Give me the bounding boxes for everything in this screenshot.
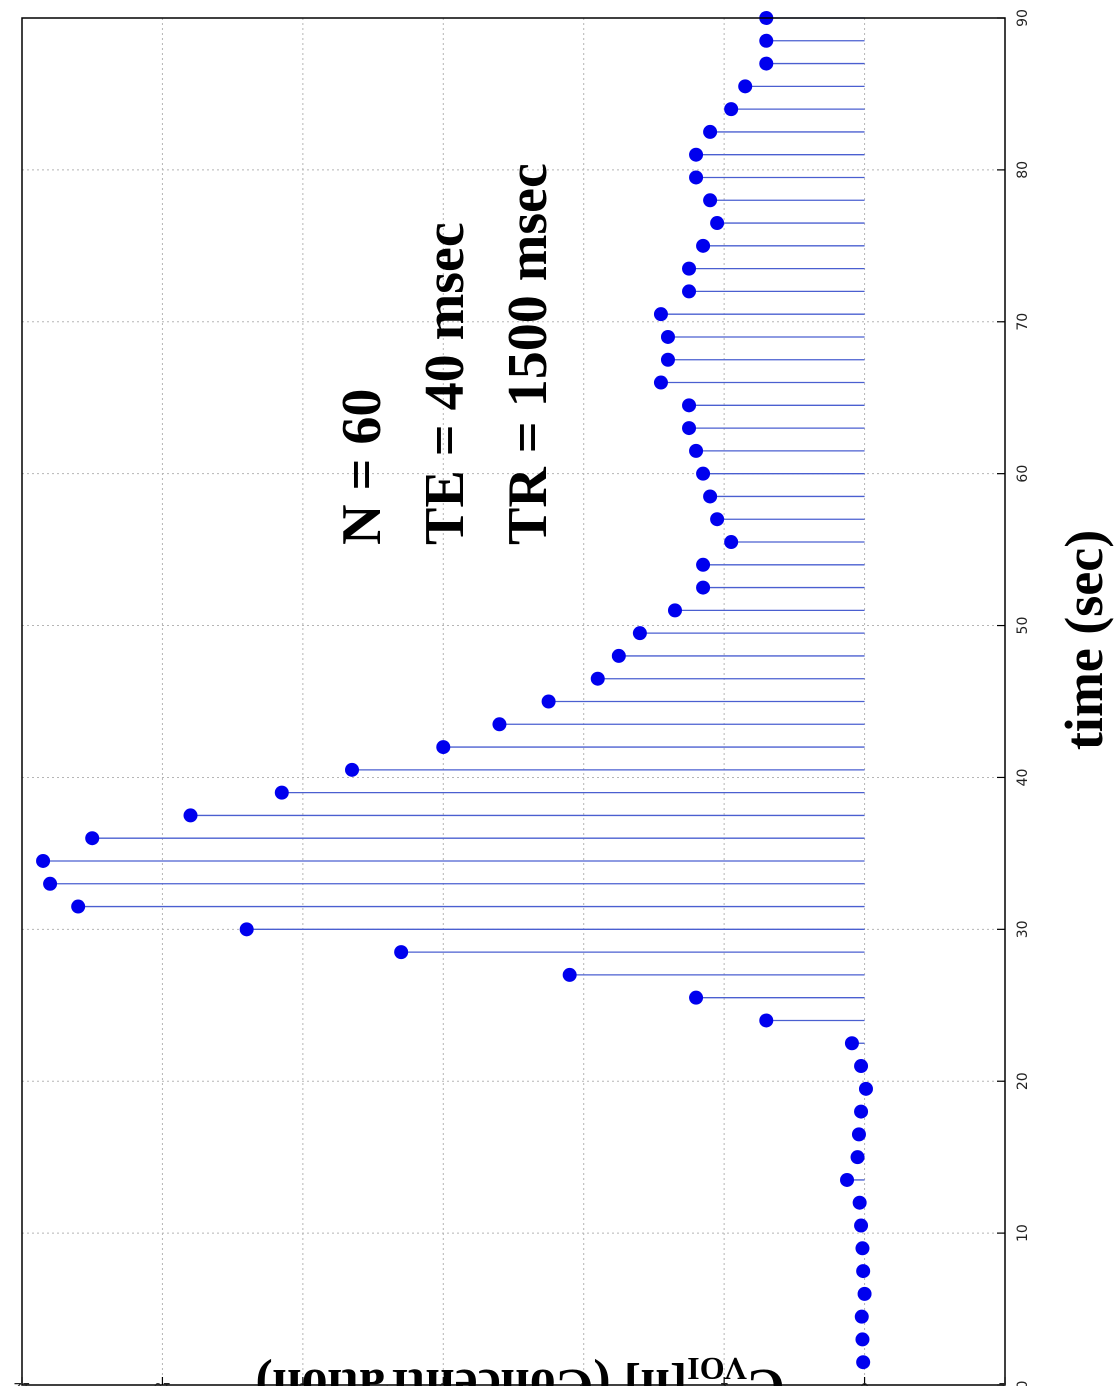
data-point xyxy=(43,876,58,891)
data-point xyxy=(632,626,647,641)
data-point xyxy=(682,398,697,413)
y-axis-label-sub: VOI xyxy=(687,1351,747,1386)
data-point xyxy=(854,1059,869,1074)
data-point xyxy=(696,238,711,253)
data-point xyxy=(689,443,704,458)
data-point xyxy=(857,1286,872,1301)
data-point xyxy=(856,1264,871,1279)
data-point xyxy=(590,671,605,686)
data-point xyxy=(682,421,697,436)
data-point xyxy=(660,352,675,367)
annotation-n: N = 60 xyxy=(331,389,393,545)
data-point xyxy=(689,990,704,1005)
data-point xyxy=(562,967,577,982)
data-point xyxy=(759,33,774,48)
data-point xyxy=(682,284,697,299)
data-point xyxy=(71,899,86,914)
data-point xyxy=(345,762,360,777)
data-point xyxy=(653,307,668,322)
data-point xyxy=(840,1172,855,1187)
data-point xyxy=(759,56,774,71)
stem-lines xyxy=(43,17,866,1363)
y-tick-label: 0 xyxy=(860,1379,869,1386)
data-point xyxy=(394,945,409,960)
x-tick-label: 90 xyxy=(1015,9,1031,27)
data-point xyxy=(696,466,711,481)
y-tick-label: 12 xyxy=(13,1379,31,1386)
data-point xyxy=(239,922,254,937)
data-point xyxy=(856,1355,871,1370)
data-point xyxy=(667,603,682,618)
data-point xyxy=(703,489,718,504)
data-point xyxy=(703,124,718,139)
x-axis-label: time (sec) xyxy=(1054,530,1114,750)
data-point xyxy=(858,1081,873,1096)
data-point xyxy=(855,1241,870,1256)
data-point xyxy=(682,261,697,276)
y-tick-label: 6 xyxy=(439,1379,448,1386)
data-point xyxy=(274,785,289,800)
x-tick-label: 60 xyxy=(1015,465,1031,483)
data-point xyxy=(183,808,198,823)
data-points xyxy=(36,11,873,1370)
data-point xyxy=(660,329,675,344)
data-point xyxy=(689,170,704,185)
data-point xyxy=(738,79,753,94)
data-point xyxy=(854,1104,869,1119)
data-point xyxy=(854,1309,869,1324)
x-tick-label: 0 xyxy=(1015,1381,1031,1386)
data-point xyxy=(724,102,739,117)
data-point xyxy=(710,216,725,231)
y-axis-label: CVOI[n] (Concentration) xyxy=(255,1351,784,1386)
data-point xyxy=(689,147,704,162)
data-point xyxy=(703,193,718,208)
annotation-te: TE = 40 msec xyxy=(414,222,476,545)
y-tick-label: 2 xyxy=(720,1379,729,1386)
data-point xyxy=(759,1013,774,1028)
data-point xyxy=(541,694,556,709)
data-point xyxy=(696,580,711,595)
x-tick-label: 70 xyxy=(1015,313,1031,331)
y-axis-label-main: C xyxy=(747,1358,785,1386)
x-tick-label: 20 xyxy=(1015,1072,1031,1090)
data-point xyxy=(653,375,668,390)
data-point xyxy=(492,717,507,732)
x-tick-label: 10 xyxy=(1015,1224,1031,1242)
x-tick-label: 30 xyxy=(1015,920,1031,938)
data-point xyxy=(724,535,739,550)
data-point xyxy=(855,1332,870,1347)
svg-text:CVOI[n] (Concentration): CVOI[n] (Concentration) xyxy=(255,1351,784,1386)
plot-frame xyxy=(21,17,1006,1386)
data-point xyxy=(854,1218,869,1233)
x-tick-label: 40 xyxy=(1015,769,1031,787)
y-tick-label: -2 xyxy=(998,1379,1012,1386)
y-axis-label-rest: [n] (Concentration) xyxy=(255,1358,687,1386)
y-tick-label: 8 xyxy=(298,1379,307,1386)
data-point xyxy=(696,557,711,572)
data-point xyxy=(85,831,100,846)
data-point xyxy=(436,740,451,755)
x-tick-label: 80 xyxy=(1015,161,1031,179)
data-point xyxy=(851,1127,866,1142)
x-tick-label: 50 xyxy=(1015,617,1031,635)
data-point xyxy=(844,1036,859,1051)
y-tick-label: 10 xyxy=(154,1379,172,1386)
data-point xyxy=(710,512,725,527)
data-point xyxy=(36,853,51,868)
data-point xyxy=(611,648,626,663)
annotation-tr: TR = 1500 msec xyxy=(497,163,559,545)
data-point xyxy=(850,1150,865,1165)
data-point xyxy=(852,1195,867,1210)
y-tick-label: 4 xyxy=(579,1379,588,1386)
